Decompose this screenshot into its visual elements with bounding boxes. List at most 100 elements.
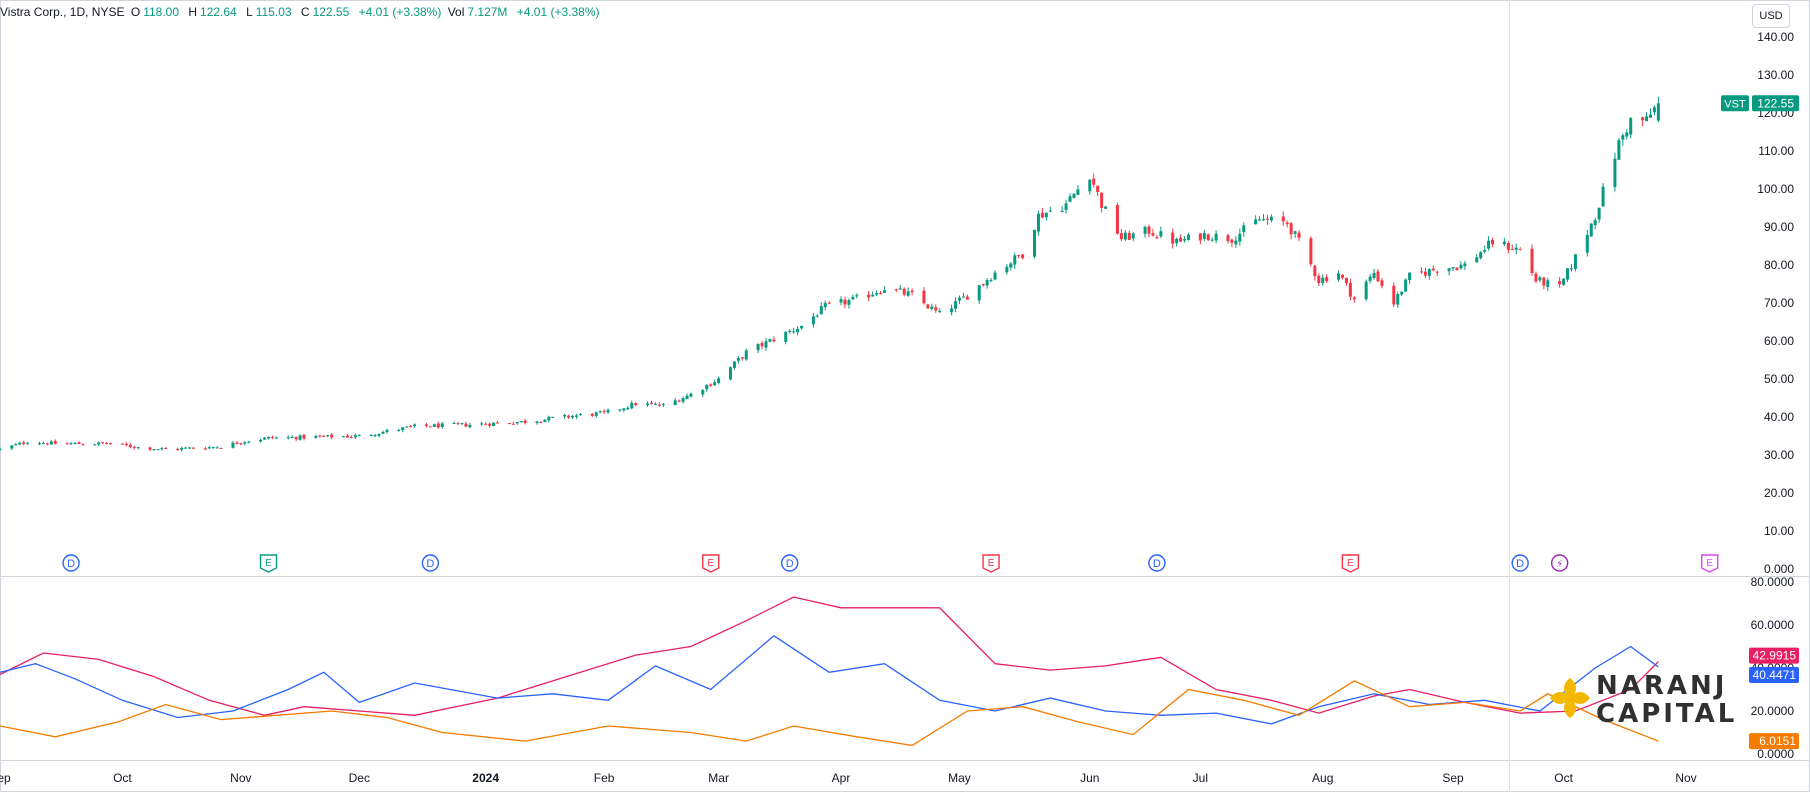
candle-body <box>18 442 22 445</box>
candle-body <box>1143 226 1147 234</box>
indicator-value-badge: 42.9915 <box>1749 647 1799 664</box>
candle-up <box>215 446 219 449</box>
candle-up <box>1131 232 1135 242</box>
candle-up <box>764 338 768 351</box>
candle-up <box>630 400 634 410</box>
candle-up <box>14 442 18 446</box>
candle-body <box>1455 267 1459 270</box>
candle-body <box>397 429 401 431</box>
candle-up <box>989 277 993 283</box>
candle-body <box>894 289 898 291</box>
candle-down <box>176 447 180 451</box>
candle-body <box>681 398 685 402</box>
candle-up <box>188 446 192 450</box>
candle-up <box>1562 278 1566 286</box>
candle-up <box>1451 267 1455 272</box>
candle-body <box>713 382 717 386</box>
candle-up <box>136 446 140 450</box>
event-marker-dividend[interactable]: D <box>62 554 80 572</box>
candle-body <box>49 441 53 445</box>
candle-body <box>673 400 677 405</box>
candle-body <box>906 291 910 296</box>
candle-body <box>594 412 598 416</box>
candle-down <box>649 400 653 405</box>
candle-body <box>215 447 219 449</box>
candle-body <box>689 393 693 397</box>
event-marker-earnings[interactable]: E <box>1341 554 1360 573</box>
candle-body <box>867 294 871 298</box>
event-marker-earnings[interactable]: E <box>259 554 278 573</box>
candle-down <box>1423 267 1427 279</box>
candle-body <box>1269 216 1273 221</box>
candle-down <box>81 443 85 446</box>
candle-body <box>1198 233 1202 241</box>
close-label: C <box>300 5 310 19</box>
candle-up <box>373 433 377 438</box>
candle-up <box>1337 270 1341 282</box>
candle-up <box>1033 229 1037 259</box>
candle-body <box>954 301 958 309</box>
event-marker-dividend[interactable]: D <box>1148 554 1166 572</box>
candle-body <box>1297 232 1301 238</box>
candle-up <box>180 446 184 452</box>
candle-up <box>263 437 267 440</box>
candle-body <box>14 444 18 446</box>
candle-body <box>10 445 14 449</box>
candle-up <box>468 422 472 429</box>
event-marker-dividend[interactable]: D <box>780 554 799 572</box>
candle-body <box>772 339 776 342</box>
candle-body <box>1510 248 1514 250</box>
candle-up <box>1487 236 1491 251</box>
event-markers[interactable]: D E D E D E D E D ⚡ E <box>62 554 1719 573</box>
candle-up <box>460 422 464 426</box>
candle-down <box>657 402 661 407</box>
indicator-value-badge-bg <box>1749 667 1799 684</box>
candle-body <box>819 306 823 315</box>
candle-up <box>1404 278 1408 292</box>
candle-down <box>1344 277 1348 286</box>
symbol-title[interactable]: Vistra Corp., 1D, NYSE <box>0 5 125 19</box>
candle-up <box>515 421 519 425</box>
event-marker-dividend[interactable]: D <box>421 554 440 572</box>
candle-body <box>926 304 930 309</box>
event-marker-dividend[interactable]: D <box>1511 554 1529 572</box>
candle-body <box>239 443 243 445</box>
event-marker-earnings[interactable]: E <box>702 554 720 573</box>
currency-button[interactable]: USD <box>1752 4 1790 28</box>
candle-up <box>1447 268 1451 276</box>
candle-body <box>0 448 2 450</box>
candle-body <box>266 436 270 439</box>
candle-up <box>1479 251 1483 260</box>
candle-up <box>819 302 823 315</box>
candle-down <box>120 443 124 445</box>
candle-body <box>1506 243 1510 250</box>
candle-down <box>302 434 306 441</box>
candle-body <box>1009 263 1013 268</box>
candle-body <box>385 429 389 433</box>
candle-body <box>602 411 606 413</box>
candle-body <box>784 331 788 342</box>
candle-body <box>1423 271 1427 276</box>
candle-body <box>989 280 993 282</box>
price-tick-label: 90.00 <box>1764 220 1794 234</box>
candle-up <box>563 414 567 419</box>
candle-body <box>1281 216 1285 222</box>
candle-body <box>1234 240 1238 245</box>
candle-body <box>1265 218 1269 220</box>
candle-up <box>1400 291 1404 297</box>
candle-up <box>1123 229 1127 241</box>
candle-body <box>744 350 748 360</box>
candle-down <box>1281 211 1285 226</box>
candle-up <box>18 441 22 446</box>
candle-down <box>101 442 105 445</box>
time-tick-label: Apr <box>832 771 851 785</box>
event-marker-earnings[interactable]: E <box>1700 554 1719 573</box>
candle-down <box>843 296 847 309</box>
price-tick-label: 110.00 <box>1758 144 1794 158</box>
candle-up <box>1569 264 1573 272</box>
event-marker-earnings[interactable]: E <box>982 554 1000 573</box>
candle-up <box>618 409 622 412</box>
event-marker-split[interactable]: ⚡ <box>1550 554 1569 572</box>
